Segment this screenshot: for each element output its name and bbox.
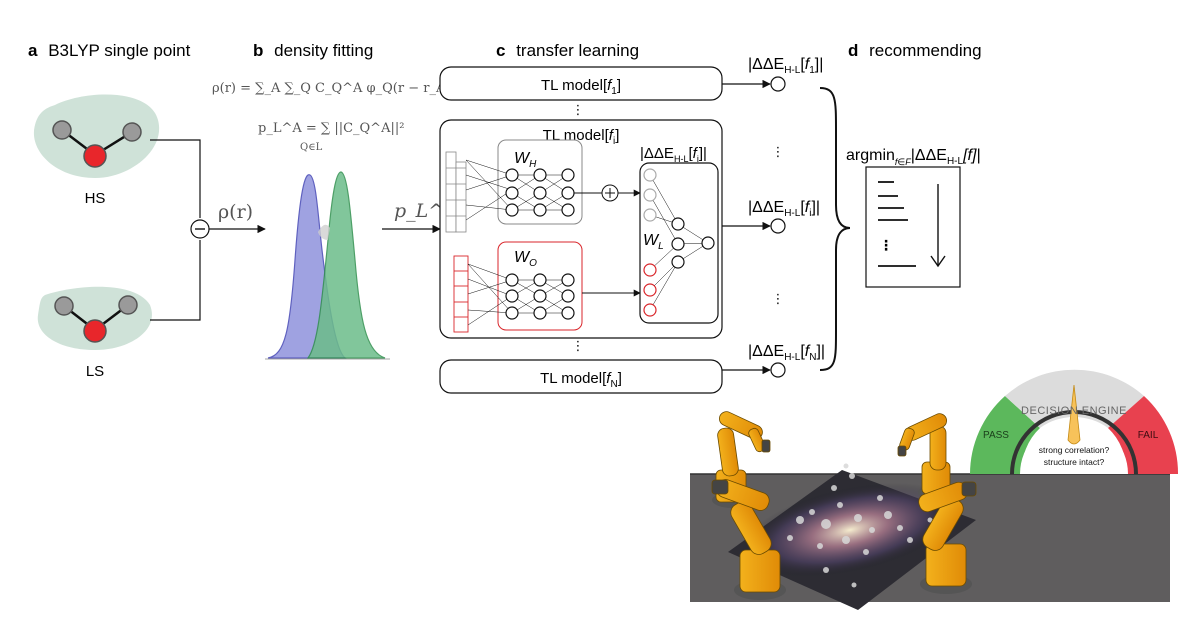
- svg-text:d recommending: d recommending: [848, 41, 982, 60]
- hs-label: HS: [85, 190, 106, 207]
- argmin-expression: argminf∈F|ΔΔEH-L[f]|: [846, 147, 981, 167]
- output-node-fn: [770, 362, 786, 378]
- particles: [757, 463, 933, 588]
- delta-e-fi: |ΔΔEH-L[fi]|: [748, 199, 820, 219]
- aggregation-brace: [819, 87, 851, 371]
- tl-model-fn-label: TL model[fN]: [540, 370, 622, 390]
- hydrogen-atom: [54, 296, 74, 316]
- output-node-f1: [770, 76, 786, 92]
- panel-a: a B3LYP single point HS LS ρ(r): [28, 41, 266, 380]
- decision-engine-gauge: DECISION ENGINE PASS FAIL strong correla…: [970, 369, 1179, 475]
- pla-equation-sub: Q∈L: [300, 142, 323, 153]
- ls-label: LS: [86, 363, 104, 380]
- output-node-fi: [770, 218, 786, 234]
- gauge-title: DECISION ENGINE: [1021, 405, 1127, 417]
- panel-d-letter: d: [848, 41, 858, 60]
- vertical-dots: ⋮: [772, 291, 785, 306]
- rho-label: ρ(r): [218, 201, 253, 223]
- hydrogen-atom: [122, 122, 142, 142]
- robot-arm: [711, 479, 786, 600]
- delta-e-fn: |ΔΔEH-L[fN]|: [748, 343, 825, 363]
- hydrogen-atom: [118, 295, 138, 315]
- gauge-fail-label: FAIL: [1138, 430, 1159, 441]
- panel-d: d recommending argminf∈F|ΔΔEH-L[f]| ⋮: [846, 41, 982, 288]
- wl-label: WL: [643, 232, 664, 252]
- wo-network: [467, 263, 575, 326]
- wh-network-box: [497, 139, 583, 225]
- gauge-pass-segment: [970, 396, 1040, 474]
- wh-label: WH: [514, 150, 537, 170]
- gauge-question-1: strong correlation?: [1039, 445, 1110, 455]
- input-grid-oxygen: [453, 255, 469, 333]
- input-grid-hydrogen: [445, 151, 467, 233]
- density-peaks: [265, 171, 390, 360]
- tl-model-f1-label: TL model[f1]: [541, 77, 621, 97]
- ls-molecule: [37, 286, 152, 350]
- delta-e-f1: |ΔΔEH-L[f1]|: [748, 56, 823, 76]
- density-equation: ρ(r) = ∑_A ∑_Q C_Q^A φ_Q(r − r_A): [212, 81, 450, 96]
- panel-b-letter: b: [253, 41, 263, 60]
- svg-text:a B3LYP single point: a B3LYP single point: [28, 41, 191, 60]
- panel-a-letter: a: [28, 41, 38, 60]
- panel-b-title: density fitting: [274, 41, 373, 60]
- vertical-dots: ⋮: [772, 144, 785, 159]
- robot-lab-illustration: [690, 411, 1170, 610]
- pla-equation-rhs: ∑ ||C_Q^A||²: [321, 121, 405, 136]
- oxygen-atom: [83, 319, 107, 343]
- wh-network: [465, 159, 575, 221]
- svg-text:p_L^A = ∑ ||C_Q^A||²: p_L^A = ∑ ||C_Q^A||²: [258, 121, 404, 136]
- hs-molecule: [33, 94, 160, 178]
- wo-label: WO: [514, 249, 537, 269]
- ranking-bars: [878, 181, 916, 267]
- tl-model-fn-box: [439, 359, 723, 394]
- vertical-dots: ⋮: [572, 338, 585, 353]
- svg-text:c transfer learning: c transfer learning: [496, 41, 639, 60]
- ranking-list-box: [865, 166, 961, 288]
- panel-c-title: transfer learning: [516, 41, 639, 60]
- wl-network: [643, 168, 715, 317]
- panel-a-title: B3LYP single point: [48, 41, 190, 60]
- panel-b: b density fitting ρ(r) = ∑_A ∑_Q C_Q^A φ…: [212, 41, 458, 360]
- oxygen-atom: [83, 144, 107, 168]
- robot-arm: [918, 481, 977, 594]
- panel-c: c transfer learning TL model[f1] ⋮ TL mo…: [439, 41, 851, 394]
- panel-c-letter: c: [496, 41, 505, 60]
- gauge-pass-label: PASS: [983, 430, 1009, 441]
- down-arrow-icon: [930, 255, 946, 268]
- pla-equation-lhs: p_L^A =: [258, 121, 321, 136]
- ranking-dots: ⋮: [879, 237, 893, 253]
- gauge-question-2: structure intact?: [1044, 457, 1105, 467]
- svg-text:b density fitting: b density fitting: [253, 41, 373, 60]
- hydrogen-atom: [52, 120, 72, 140]
- vertical-dots: ⋮: [572, 102, 585, 117]
- panel-d-title: recommending: [869, 41, 981, 60]
- gauge-needle: [1067, 384, 1081, 445]
- gauge-fail-segment: [1108, 396, 1179, 474]
- delta-e-fi-inner: |ΔΔEH-L[fi]|: [640, 145, 707, 164]
